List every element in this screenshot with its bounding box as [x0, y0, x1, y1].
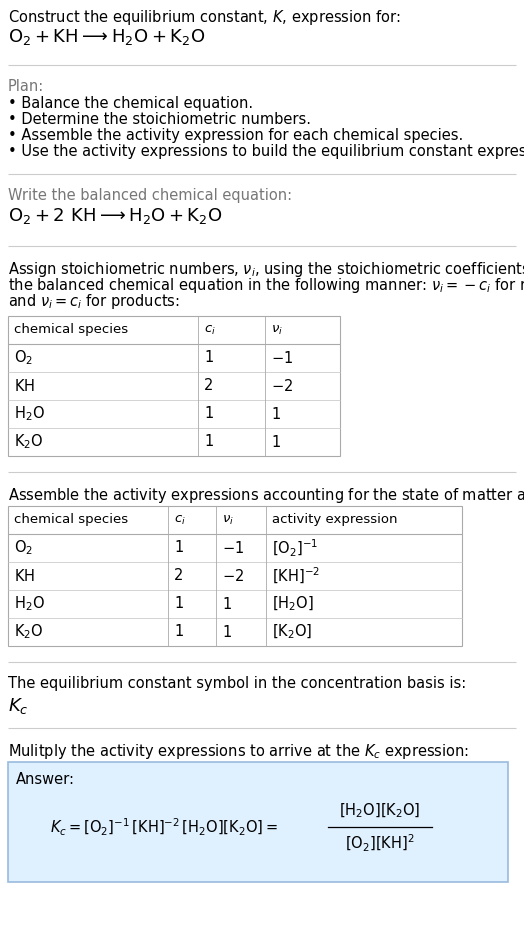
- Text: The equilibrium constant symbol in the concentration basis is:: The equilibrium constant symbol in the c…: [8, 676, 466, 691]
- Text: Mulitply the activity expressions to arrive at the $K_c$ expression:: Mulitply the activity expressions to arr…: [8, 742, 469, 761]
- Text: $\mathrm{O_2}$: $\mathrm{O_2}$: [14, 538, 33, 557]
- Text: the balanced chemical equation in the following manner: $\nu_i = -c_i$ for react: the balanced chemical equation in the fo…: [8, 276, 524, 295]
- Text: $\mathrm{O_2 + KH \longrightarrow H_2O + K_2O}$: $\mathrm{O_2 + KH \longrightarrow H_2O +…: [8, 27, 205, 47]
- Text: $1$: $1$: [271, 406, 281, 422]
- Text: $\nu_i$: $\nu_i$: [271, 323, 283, 337]
- Text: Answer:: Answer:: [16, 772, 75, 787]
- Text: 2: 2: [174, 569, 183, 584]
- Text: 1: 1: [204, 351, 213, 365]
- Text: $-1$: $-1$: [222, 540, 244, 556]
- Bar: [8, 762, 508, 882]
- Text: • Assemble the activity expression for each chemical species.: • Assemble the activity expression for e…: [8, 128, 463, 143]
- Text: $[\mathrm{H_2O}]$: $[\mathrm{H_2O}]$: [272, 594, 314, 613]
- Text: $-2$: $-2$: [271, 378, 293, 394]
- Text: $\mathrm{K_2O}$: $\mathrm{K_2O}$: [14, 623, 43, 641]
- Text: $c_i$: $c_i$: [174, 514, 186, 527]
- Bar: [8, 316, 340, 456]
- Text: $\mathrm{H_2O}$: $\mathrm{H_2O}$: [14, 404, 45, 423]
- Text: $[\mathrm{K_2O}]$: $[\mathrm{K_2O}]$: [272, 623, 312, 641]
- Text: $-2$: $-2$: [222, 568, 244, 584]
- Text: $[\mathrm{O_2}][\mathrm{KH}]^2$: $[\mathrm{O_2}][\mathrm{KH}]^2$: [345, 832, 415, 854]
- Text: Assign stoichiometric numbers, $\nu_i$, using the stoichiometric coefficients, $: Assign stoichiometric numbers, $\nu_i$, …: [8, 260, 524, 279]
- Text: 1: 1: [174, 625, 183, 639]
- Text: chemical species: chemical species: [14, 514, 128, 527]
- Text: chemical species: chemical species: [14, 323, 128, 337]
- Text: $[\mathrm{KH}]^{-2}$: $[\mathrm{KH}]^{-2}$: [272, 566, 320, 586]
- Text: • Determine the stoichiometric numbers.: • Determine the stoichiometric numbers.: [8, 112, 311, 127]
- Text: $1$: $1$: [222, 596, 232, 612]
- Text: • Use the activity expressions to build the equilibrium constant expression.: • Use the activity expressions to build …: [8, 144, 524, 159]
- Text: $[\mathrm{O_2}]^{-1}$: $[\mathrm{O_2}]^{-1}$: [272, 537, 318, 558]
- Text: $\mathrm{O_2 + 2\ KH \longrightarrow H_2O + K_2O}$: $\mathrm{O_2 + 2\ KH \longrightarrow H_2…: [8, 206, 223, 226]
- Text: Construct the equilibrium constant, $K$, expression for:: Construct the equilibrium constant, $K$,…: [8, 8, 401, 27]
- Text: activity expression: activity expression: [272, 514, 398, 527]
- Text: $-1$: $-1$: [271, 350, 293, 366]
- Text: 2: 2: [204, 378, 213, 394]
- Text: Assemble the activity expressions accounting for the state of matter and $\nu_i$: Assemble the activity expressions accoun…: [8, 486, 524, 505]
- Text: $K_c$: $K_c$: [8, 696, 29, 716]
- Text: $\mathrm{H_2O}$: $\mathrm{H_2O}$: [14, 594, 45, 613]
- Text: Write the balanced chemical equation:: Write the balanced chemical equation:: [8, 188, 292, 203]
- Text: $\mathrm{KH}$: $\mathrm{KH}$: [14, 568, 35, 584]
- Text: 1: 1: [204, 435, 213, 450]
- Text: $c_i$: $c_i$: [204, 323, 216, 337]
- Text: 1: 1: [174, 540, 183, 555]
- Text: $1$: $1$: [222, 624, 232, 640]
- Text: $[\mathrm{H_2O}][\mathrm{K_2O}]$: $[\mathrm{H_2O}][\mathrm{K_2O}]$: [339, 802, 421, 820]
- Text: 1: 1: [174, 596, 183, 611]
- Text: $\nu_i$: $\nu_i$: [222, 514, 234, 527]
- Text: • Balance the chemical equation.: • Balance the chemical equation.: [8, 96, 253, 111]
- Text: $K_c = [\mathrm{O_2}]^{-1}\,[\mathrm{KH}]^{-2}\,[\mathrm{H_2O}][\mathrm{K_2O}] =: $K_c = [\mathrm{O_2}]^{-1}\,[\mathrm{KH}…: [50, 817, 278, 838]
- Text: $\mathrm{KH}$: $\mathrm{KH}$: [14, 378, 35, 394]
- Text: and $\nu_i = c_i$ for products:: and $\nu_i = c_i$ for products:: [8, 292, 180, 311]
- Text: $1$: $1$: [271, 434, 281, 450]
- Text: Plan:: Plan:: [8, 79, 44, 94]
- Text: $\mathrm{K_2O}$: $\mathrm{K_2O}$: [14, 433, 43, 452]
- Text: 1: 1: [204, 406, 213, 421]
- Bar: [8, 506, 462, 646]
- Text: $\mathrm{O_2}$: $\mathrm{O_2}$: [14, 349, 33, 367]
